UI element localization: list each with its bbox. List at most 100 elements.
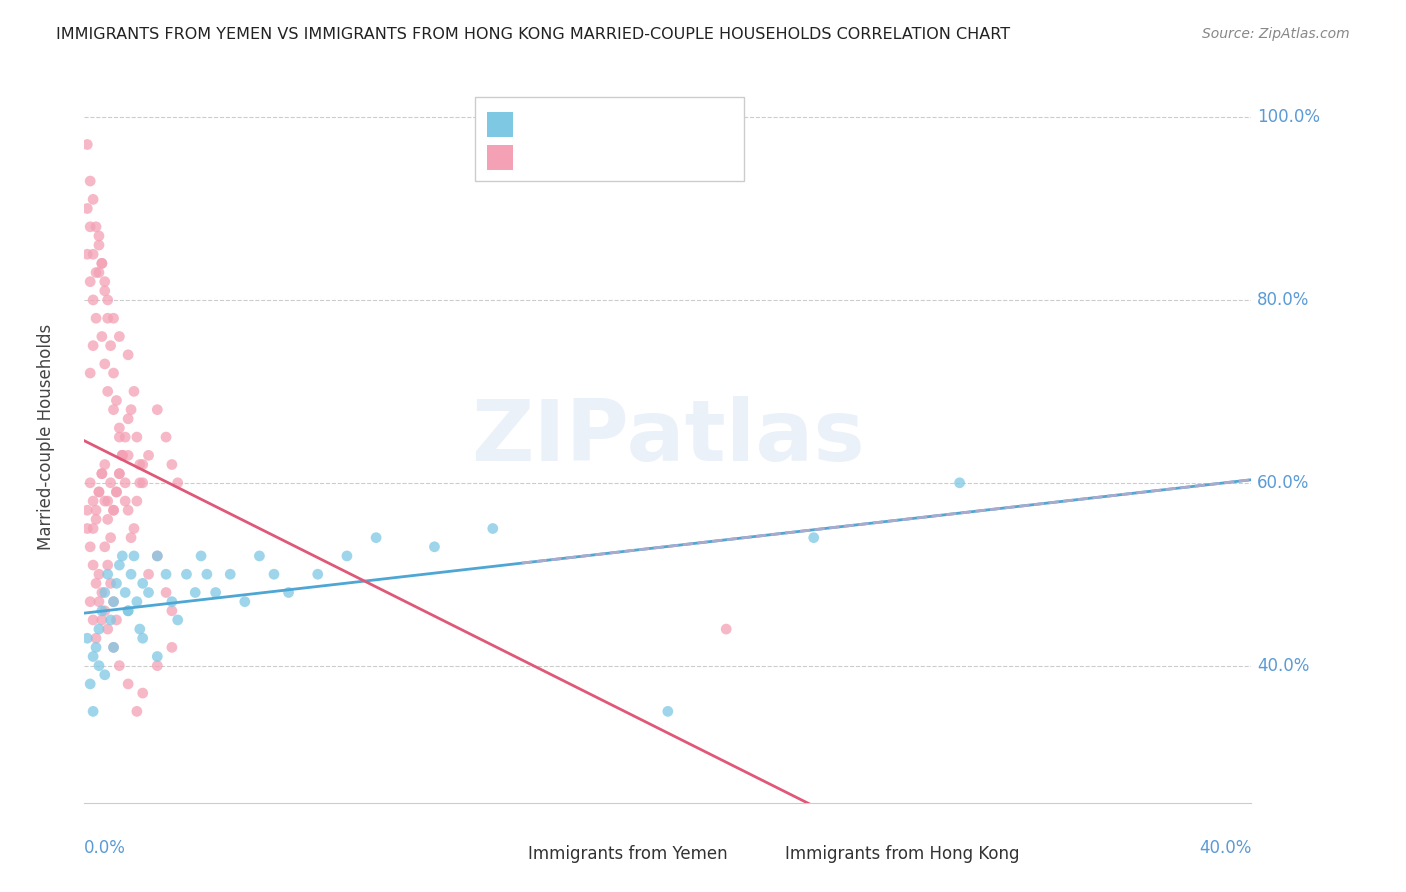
Point xyxy=(195,567,218,582)
Text: 100.0%: 100.0% xyxy=(1257,108,1320,126)
Point xyxy=(76,247,98,261)
Point xyxy=(120,567,142,582)
Point xyxy=(277,585,299,599)
Text: Source: ZipAtlas.com: Source: ZipAtlas.com xyxy=(1202,27,1350,41)
Point xyxy=(160,604,183,618)
Point xyxy=(114,494,136,508)
Point xyxy=(657,705,679,719)
Point xyxy=(160,458,183,472)
Text: Immigrants from Hong Kong: Immigrants from Hong Kong xyxy=(785,845,1019,863)
Point xyxy=(111,449,134,463)
Point xyxy=(84,632,107,646)
Point xyxy=(117,411,139,425)
Point xyxy=(117,677,139,691)
Point xyxy=(97,293,120,307)
Point xyxy=(97,622,120,636)
Point xyxy=(103,503,125,517)
Point xyxy=(111,449,134,463)
Point xyxy=(90,467,112,481)
Point xyxy=(105,613,128,627)
Text: 0.0%: 0.0% xyxy=(84,839,127,857)
Point xyxy=(94,585,117,599)
Point xyxy=(97,311,120,326)
Point xyxy=(103,640,125,655)
Point xyxy=(155,430,177,444)
Point xyxy=(100,339,122,353)
Point xyxy=(128,475,150,490)
Point xyxy=(176,567,198,582)
Point xyxy=(100,613,122,627)
Point xyxy=(219,567,242,582)
Point xyxy=(103,402,125,417)
Point xyxy=(138,449,160,463)
Point xyxy=(87,485,110,500)
Text: 80.0%: 80.0% xyxy=(1257,291,1309,309)
Point xyxy=(84,640,107,655)
Point xyxy=(336,549,359,563)
Point xyxy=(122,521,145,535)
Point xyxy=(117,348,139,362)
FancyBboxPatch shape xyxy=(486,112,513,137)
Point xyxy=(111,449,134,463)
Point xyxy=(105,485,128,500)
Point xyxy=(103,595,125,609)
Point xyxy=(87,485,110,500)
Point xyxy=(94,494,117,508)
Point xyxy=(108,421,131,435)
FancyBboxPatch shape xyxy=(475,97,744,181)
Point xyxy=(132,576,155,591)
Point xyxy=(114,475,136,490)
Point xyxy=(114,430,136,444)
Point xyxy=(97,567,120,582)
Point xyxy=(103,503,125,517)
Point xyxy=(76,202,98,216)
Point xyxy=(94,458,117,472)
Point xyxy=(108,430,131,444)
Point xyxy=(166,613,188,627)
Point xyxy=(82,247,104,261)
Point xyxy=(76,503,98,517)
Point xyxy=(90,467,112,481)
Point xyxy=(146,402,169,417)
Point xyxy=(132,686,155,700)
Point xyxy=(146,649,169,664)
Point xyxy=(138,567,160,582)
Point xyxy=(108,658,131,673)
Point xyxy=(94,284,117,298)
Point xyxy=(114,585,136,599)
Point xyxy=(84,266,107,280)
Text: IMMIGRANTS FROM YEMEN VS IMMIGRANTS FROM HONG KONG MARRIED-COUPLE HOUSEHOLDS COR: IMMIGRANTS FROM YEMEN VS IMMIGRANTS FROM… xyxy=(56,27,1011,42)
Point xyxy=(84,503,107,517)
Point xyxy=(97,494,120,508)
Point xyxy=(138,585,160,599)
FancyBboxPatch shape xyxy=(486,145,513,170)
Point xyxy=(79,540,101,554)
Point xyxy=(87,622,110,636)
Point xyxy=(100,576,122,591)
Point xyxy=(79,275,101,289)
Point xyxy=(132,458,155,472)
Point xyxy=(307,567,329,582)
Point xyxy=(90,613,112,627)
Point xyxy=(117,604,139,618)
Point xyxy=(120,402,142,417)
Point xyxy=(84,576,107,591)
Point xyxy=(120,531,142,545)
Point xyxy=(82,521,104,535)
FancyBboxPatch shape xyxy=(470,839,495,865)
Point xyxy=(82,558,104,573)
Point xyxy=(103,595,125,609)
Text: R =  0.010    N = 111: R = 0.010 N = 111 xyxy=(522,146,700,164)
Point xyxy=(90,585,112,599)
Point xyxy=(84,219,107,234)
Point xyxy=(87,595,110,609)
Point xyxy=(87,266,110,280)
Point xyxy=(117,604,139,618)
Point xyxy=(76,137,98,152)
Point xyxy=(122,549,145,563)
Point xyxy=(79,366,101,380)
Point xyxy=(87,567,110,582)
Point xyxy=(117,449,139,463)
Point xyxy=(87,658,110,673)
Point xyxy=(125,494,148,508)
